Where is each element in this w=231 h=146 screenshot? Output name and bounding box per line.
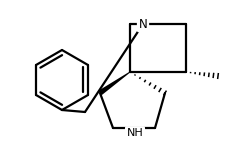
Text: NH: NH [126,128,143,138]
Text: N: N [138,18,147,31]
Polygon shape [98,72,130,95]
